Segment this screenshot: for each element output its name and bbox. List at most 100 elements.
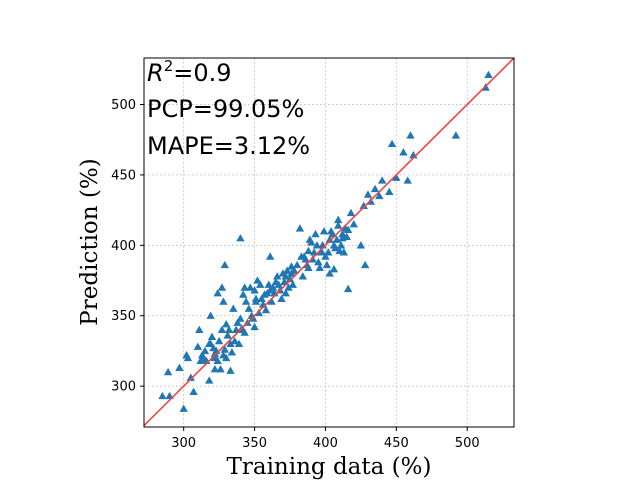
data-point [274, 280, 283, 288]
data-point [343, 225, 353, 233]
data-point [257, 294, 266, 302]
data-point [273, 272, 282, 280]
data-point [206, 311, 215, 319]
data-point [183, 353, 193, 362]
data-point [336, 241, 346, 249]
data-point [370, 184, 380, 193]
data-point [250, 322, 259, 331]
data-point [229, 304, 238, 312]
data-point [295, 224, 305, 232]
y-tick-label: 300 [111, 380, 136, 395]
data-point [241, 297, 251, 305]
data-point [246, 283, 255, 291]
data-point [224, 325, 234, 333]
data-point [175, 363, 184, 371]
data-point [329, 265, 339, 273]
r-squared-annotation: R2=0.9 [147, 57, 232, 87]
data-point [343, 284, 353, 293]
data-point [264, 280, 273, 288]
data-point [339, 248, 349, 256]
data-point [213, 289, 222, 297]
data-point [267, 297, 276, 305]
x-tick-label: 350 [242, 436, 267, 451]
data-point [281, 289, 290, 297]
data-point [210, 365, 220, 373]
data-point [256, 280, 265, 288]
data-point [360, 260, 370, 269]
data-point [195, 325, 204, 333]
data-point [210, 349, 220, 357]
data-point [227, 348, 237, 356]
y-tick-label: 450 [111, 168, 136, 183]
data-point [304, 263, 313, 272]
pcp-annotation: PCP=99.05% [147, 95, 304, 123]
data-point [319, 227, 329, 235]
data-point [219, 297, 228, 305]
data-point [282, 266, 292, 274]
data-point [322, 260, 332, 269]
data-point [179, 404, 188, 412]
x-tick-label: 450 [384, 436, 409, 451]
data-point [304, 246, 313, 255]
data-point [338, 234, 347, 242]
data-point [226, 366, 235, 374]
data-point [186, 373, 195, 381]
data-point [315, 263, 324, 272]
x-tick-label: 400 [313, 436, 338, 451]
x-axis-ticks: 300 350 400 450 500 [171, 427, 480, 451]
data-point [287, 262, 296, 270]
data-point [317, 248, 326, 256]
data-point [222, 319, 231, 328]
data-point [236, 234, 245, 242]
data-point [334, 221, 343, 229]
data-point [325, 235, 334, 243]
data-point [220, 260, 230, 269]
y-tick-label: 350 [111, 309, 136, 324]
data-point [236, 314, 245, 322]
data-point [292, 260, 302, 269]
data-point [217, 283, 227, 291]
data-point [281, 272, 290, 280]
data-point [234, 339, 244, 348]
data-point [268, 283, 278, 291]
data-point [163, 367, 173, 376]
data-point [297, 252, 306, 260]
data-point [375, 191, 384, 200]
data-point [377, 176, 387, 184]
data-point [392, 173, 401, 181]
data-point [387, 139, 397, 148]
data-point [200, 346, 210, 355]
data-point [484, 70, 493, 79]
data-point [301, 255, 310, 263]
data-point [251, 294, 261, 302]
data-point [363, 190, 373, 198]
grid-lines [144, 58, 514, 427]
data-point [312, 241, 322, 249]
data-point [349, 219, 359, 228]
data-point [451, 131, 461, 139]
data-point [288, 280, 298, 288]
data-point [359, 201, 368, 210]
data-point [331, 243, 340, 252]
data-point [222, 353, 231, 362]
data-point [239, 290, 248, 298]
data-point [217, 325, 227, 333]
data-point [265, 252, 275, 260]
r-squared-value: =0.9 [173, 59, 231, 87]
r-squared-symbol: R [147, 59, 164, 87]
data-point [406, 131, 415, 139]
data-point [214, 336, 224, 345]
data-point [216, 365, 225, 373]
data-point [158, 391, 167, 400]
data-point [207, 332, 217, 341]
y-tick-label: 500 [111, 98, 136, 113]
data-point [220, 345, 230, 353]
data-point [298, 272, 307, 280]
y-axis-title: Prediction (%) [77, 158, 103, 325]
data-point [285, 274, 295, 283]
y-tick-label: 400 [111, 239, 136, 254]
data-point [213, 356, 222, 364]
data-point [290, 266, 299, 274]
data-point [314, 258, 323, 266]
